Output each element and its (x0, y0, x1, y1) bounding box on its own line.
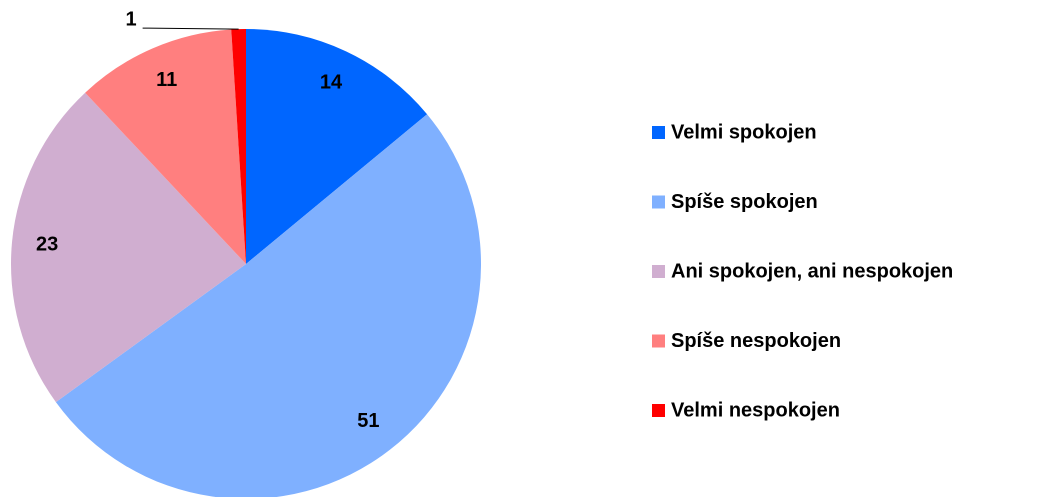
pie-slice (246, 29, 428, 264)
data-label: 1 (125, 8, 136, 30)
legend-label: Spíše nespokojen (671, 330, 841, 352)
legend-swatch (652, 404, 665, 417)
legend-swatch (652, 265, 665, 278)
data-label: 14 (320, 72, 343, 94)
legend-swatch (652, 126, 665, 139)
data-label: 23 (36, 233, 58, 255)
legend-swatch (652, 334, 665, 348)
legend-label: Velmi spokojen (671, 121, 817, 143)
pie-slice (85, 29, 246, 265)
legend-label: Velmi nespokojen (671, 399, 840, 421)
legend-label: Spíše spokojen (671, 191, 818, 213)
pie-slice (55, 114, 481, 497)
legend-swatch (652, 195, 665, 209)
data-label: 11 (156, 69, 177, 91)
legend-label: Ani spokojen, ani nespokojen (671, 260, 953, 282)
pie-slice (10, 92, 246, 403)
data-label: 51 (357, 410, 379, 432)
pie-slice (231, 29, 246, 264)
leader-line (142, 27, 239, 30)
